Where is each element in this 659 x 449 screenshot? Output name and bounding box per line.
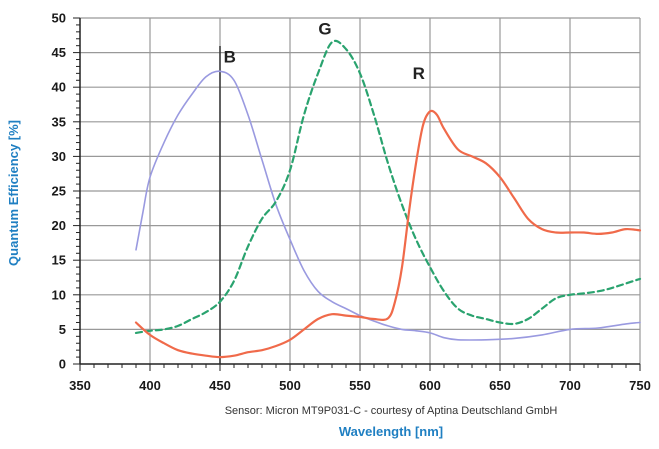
y-tick-label: 40 bbox=[52, 80, 66, 95]
tick-labels: 0 5 10 15 20 25 30 35 40 45 50 350 400 450 500 550 600 65… bbox=[52, 11, 651, 394]
series-labels: B G R bbox=[224, 20, 425, 83]
series-line-g bbox=[134, 39, 642, 334]
grid bbox=[80, 17, 641, 364]
y-tick-label: 50 bbox=[52, 11, 66, 26]
series-label-g: G bbox=[318, 20, 331, 39]
y-tick-label: 10 bbox=[52, 287, 66, 302]
series-lines bbox=[134, 39, 642, 359]
x-tick-label: 650 bbox=[489, 378, 511, 393]
x-tick-label: 700 bbox=[559, 378, 581, 393]
x-tick-label: 400 bbox=[139, 378, 161, 393]
series-line-r bbox=[134, 109, 642, 359]
y-tick-label: 20 bbox=[52, 218, 66, 233]
series-line-b bbox=[135, 70, 641, 341]
y-tick-label: 0 bbox=[59, 357, 66, 372]
x-tick-label: 450 bbox=[209, 378, 231, 393]
y-axis-title: Quantum Efficiency [%] bbox=[6, 120, 21, 266]
y-tick-label: 25 bbox=[52, 184, 66, 199]
y-tick-label: 35 bbox=[52, 114, 66, 129]
x-tick-label: 550 bbox=[349, 378, 371, 393]
x-tick-label: 500 bbox=[279, 378, 301, 393]
y-tick-label: 45 bbox=[52, 45, 66, 60]
sensor-credit-note: Sensor: Micron MT9P031-C - courtesy of A… bbox=[225, 405, 558, 417]
x-tick-label: 750 bbox=[629, 378, 651, 393]
series-label-b: B bbox=[224, 47, 236, 66]
x-tick-label: 600 bbox=[419, 378, 441, 393]
y-tick-label: 15 bbox=[52, 253, 66, 268]
axes bbox=[73, 17, 641, 371]
series-label-r: R bbox=[413, 64, 425, 83]
x-axis-title: Wavelength [nm] bbox=[339, 424, 443, 439]
y-tick-label: 30 bbox=[52, 149, 66, 164]
x-tick-label: 350 bbox=[69, 378, 91, 393]
y-tick-label: 5 bbox=[59, 322, 66, 337]
